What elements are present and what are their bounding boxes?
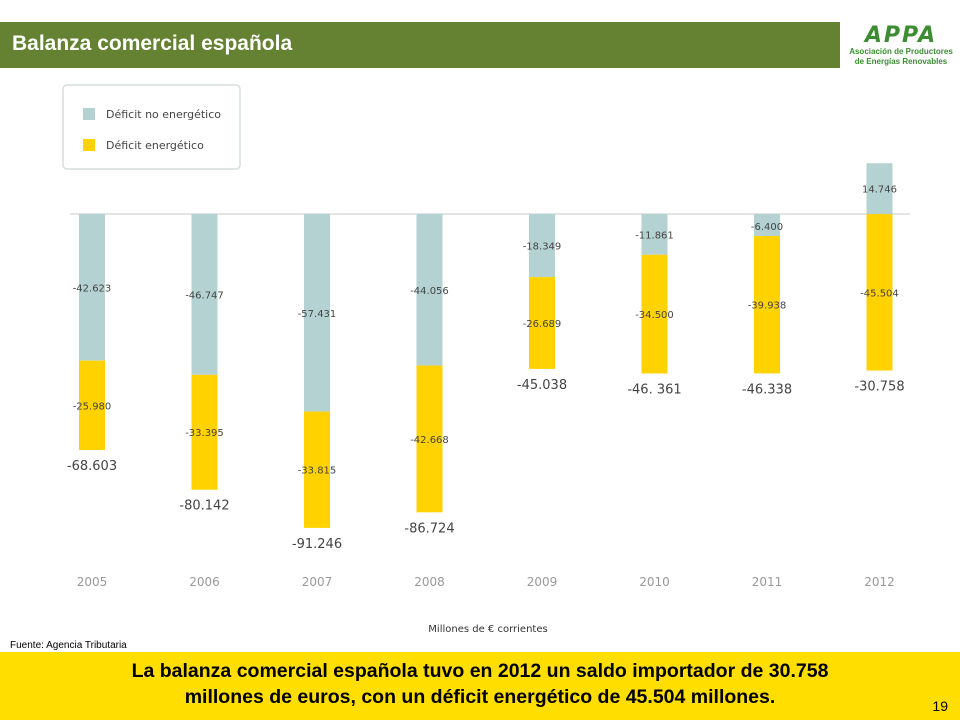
bar-non-energy-2011 — [754, 214, 780, 237]
footer-line-1: La balanza comercial española tuvo en 20… — [131, 660, 829, 682]
logo-acronym: APPA — [863, 23, 937, 48]
bar-energy-2010 — [641, 254, 668, 374]
footer-bar: La balanza comercial española tuvo en 20… — [0, 652, 960, 720]
year-label-2011: 2011 — [752, 575, 783, 589]
label-total-2006: -80.142 — [179, 499, 229, 514]
bar-energy-2009 — [529, 277, 555, 369]
label-non-energy-2012: 14.746 — [862, 185, 897, 196]
source-note: Fuente: Agencia Tributaria — [10, 640, 127, 651]
bar-energy-2007 — [304, 411, 330, 528]
label-total-2007: -91.246 — [292, 537, 342, 552]
year-label-2006: 2006 — [189, 575, 220, 589]
label-total-2012: -30.758 — [854, 380, 904, 395]
label-energy-2008: -42.668 — [410, 435, 449, 446]
bar-non-energy-2005 — [79, 214, 105, 361]
bar-non-energy-2008 — [416, 214, 443, 366]
bar-non-energy-2007 — [304, 214, 330, 412]
label-total-2009: -45.038 — [517, 378, 567, 393]
bar-non-energy-2009 — [529, 214, 555, 278]
label-energy-2012: -45.504 — [860, 288, 899, 299]
bar-non-energy-2010 — [641, 214, 668, 255]
year-label-2007: 2007 — [302, 575, 333, 589]
label-total-2005: -68.603 — [67, 459, 117, 474]
label-total-2011: -46.338 — [742, 382, 792, 397]
logo-line-1: Asociación de Productores — [849, 47, 953, 56]
year-label-2012: 2012 — [864, 575, 895, 589]
year-label-2010: 2010 — [639, 575, 670, 589]
year-label-2008: 2008 — [414, 575, 445, 589]
label-non-energy-2011: -6.400 — [751, 222, 783, 233]
appa-logo: APPA Asociación de Productores de Energí… — [849, 23, 953, 66]
legend-swatch-energy — [83, 139, 95, 151]
legend-label-non-energy: Déficit no energético — [106, 108, 221, 121]
label-energy-2011: -39.938 — [748, 301, 787, 312]
label-non-energy-2009: -18.349 — [523, 242, 562, 253]
label-total-2010: -46. 361 — [627, 382, 681, 397]
trade-balance-chart: Déficit no energético Déficit energético… — [62, 84, 910, 635]
legend-swatch-non-energy — [83, 108, 95, 120]
bar-non-energy-2012 — [866, 163, 893, 214]
legend-label-energy: Déficit energético — [106, 139, 204, 152]
footer-line-2: millones de euros, con un déficit energé… — [184, 686, 776, 708]
label-energy-2005: -25.980 — [73, 401, 112, 412]
bar-energy-2008 — [416, 365, 443, 513]
bar-energy-2012 — [866, 214, 893, 371]
label-energy-2007: -33.815 — [298, 466, 337, 477]
header-bar: Balanza comercial española — [0, 22, 840, 68]
label-energy-2010: -34.500 — [635, 310, 674, 321]
label-non-energy-2010: -11.861 — [635, 230, 674, 241]
bar-energy-2011 — [754, 236, 780, 374]
bar-non-energy-2006 — [191, 214, 218, 375]
legend-box — [62, 84, 241, 170]
slide-title: Balanza comercial española — [12, 32, 293, 55]
label-energy-2009: -26.689 — [523, 319, 562, 330]
label-non-energy-2006: -46.747 — [185, 290, 224, 301]
year-label-2005: 2005 — [77, 575, 108, 589]
year-label-2009: 2009 — [527, 575, 558, 589]
label-energy-2006: -33.395 — [185, 428, 224, 439]
label-non-energy-2005: -42.623 — [73, 283, 112, 294]
bar-energy-2005 — [79, 360, 105, 450]
label-total-2008: -86.724 — [404, 521, 454, 536]
label-non-energy-2007: -57.431 — [298, 309, 337, 320]
footer-text: La balanza comercial española tuvo en 20… — [0, 658, 960, 710]
page-number: 19 — [932, 698, 948, 714]
label-non-energy-2008: -44.056 — [410, 286, 449, 297]
legend: Déficit no energético Déficit energético — [62, 84, 241, 170]
x-axis-label: Millones de € corrientes — [428, 624, 547, 635]
bar-energy-2006 — [191, 374, 218, 490]
logo-line-2: de Energías Renovables — [855, 57, 948, 66]
